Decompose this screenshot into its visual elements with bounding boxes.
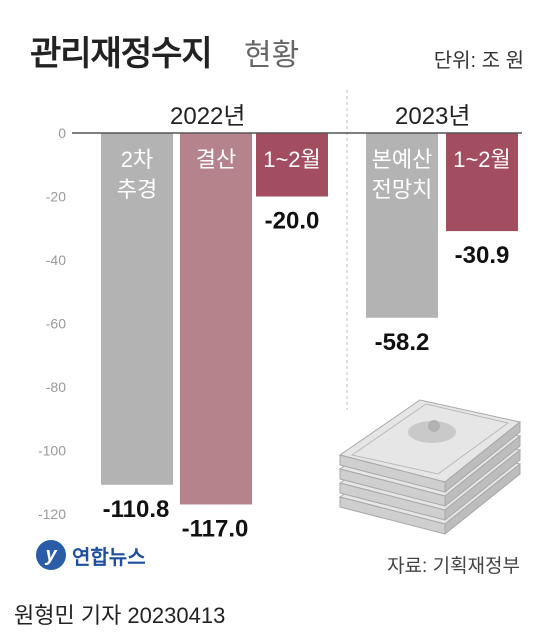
data-label: -20.0 xyxy=(265,208,320,235)
y-tick-label: -40 xyxy=(46,252,66,268)
category-label: 본예산 전망치 xyxy=(372,147,433,202)
yonhap-logo-icon: y xyxy=(36,540,66,570)
y-tick-label: -80 xyxy=(46,379,66,395)
data-label: -110.8 xyxy=(103,496,170,523)
y-tick-label: -120 xyxy=(38,506,66,522)
bar xyxy=(101,133,173,485)
footer-bar xyxy=(0,586,550,637)
agency-logo: y 연합뉴스 xyxy=(36,540,146,570)
group-label-2023: 2023년 xyxy=(395,103,471,130)
chart-title: 관리재정수지 xyxy=(30,35,213,73)
data-label: -30.9 xyxy=(455,242,510,269)
source-note: 자료: 기획재정부 xyxy=(387,556,520,577)
y-tick-label: -60 xyxy=(46,316,66,332)
y-tick-label: -20 xyxy=(46,189,66,205)
bar xyxy=(366,133,438,318)
data-label: -58.2 xyxy=(375,329,430,356)
agency-name: 연합뉴스 xyxy=(72,546,146,569)
category-label: 1~2월 xyxy=(263,147,321,172)
bar xyxy=(446,133,518,232)
category-label: 1~2월 xyxy=(453,147,511,172)
category-label: 2차 추경 xyxy=(117,147,157,202)
group-label-2022: 2022년 xyxy=(170,103,246,130)
y-tick-label: -100 xyxy=(38,443,66,459)
data-label: -117.0 xyxy=(182,515,249,542)
money-stack-icon xyxy=(338,399,522,536)
y-tick-label: 0 xyxy=(58,125,66,141)
category-label: 결산 xyxy=(196,147,236,172)
byline: 원형민 기자 20230413 xyxy=(14,603,226,628)
bar-chart: 0 -20 -40 -60 -80 -100 -120 2차 추경 결산 1~2월 본예산 전망치 1~2… xyxy=(38,90,522,542)
unit-label: 단위: 조 원 xyxy=(433,50,524,72)
bar xyxy=(256,133,328,197)
chart-title-suffix: 현황 xyxy=(244,39,300,72)
bar xyxy=(180,133,252,505)
